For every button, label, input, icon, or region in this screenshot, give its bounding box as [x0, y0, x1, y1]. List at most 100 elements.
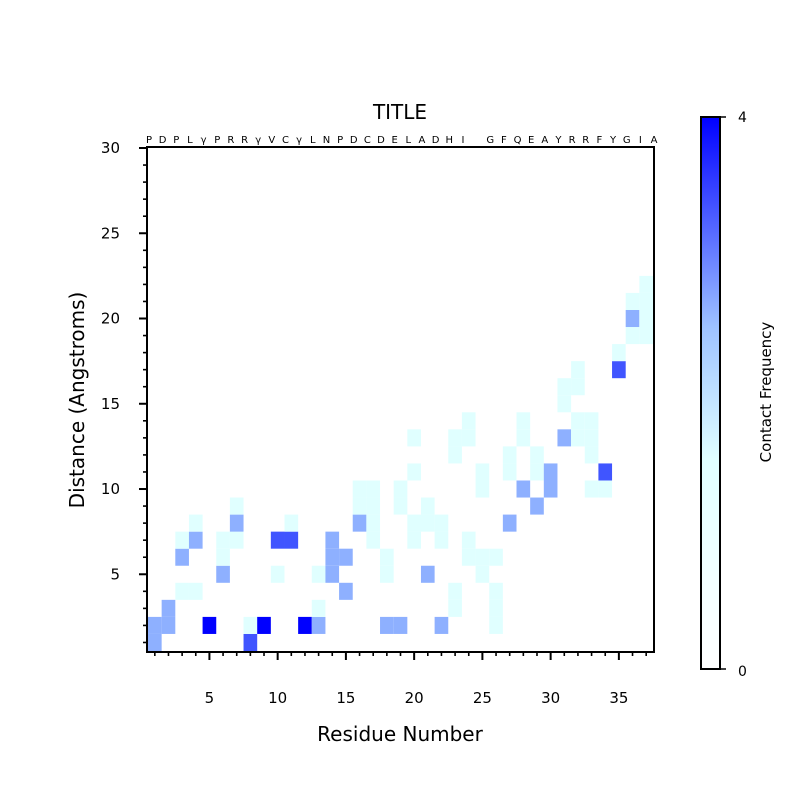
heatmap-cell — [584, 446, 599, 464]
heatmap-cell — [502, 514, 517, 532]
plot-frame — [146, 146, 655, 653]
x-tick-label: 15 — [336, 689, 355, 707]
colorbar-label: Contact Frequency — [757, 322, 775, 463]
heatmap-cell — [339, 582, 353, 600]
y-axis-label: Distance (Angstroms) — [65, 292, 89, 509]
sequence-letter: P — [214, 135, 220, 146]
heatmap-cell — [448, 446, 462, 464]
heatmap-cell — [461, 531, 476, 549]
heatmap-cell — [461, 429, 476, 447]
heatmap-cell — [216, 548, 230, 566]
sequence-letter: γ — [201, 135, 207, 146]
heatmap-cell — [475, 565, 490, 583]
heatmap-cell — [475, 480, 490, 498]
heatmap-cell — [407, 514, 421, 532]
x-tick-label: 5 — [205, 689, 215, 707]
sequence-letter: E — [528, 135, 534, 146]
x-tick-label: 25 — [473, 689, 492, 707]
sequence-letter: D — [377, 135, 385, 146]
y-tick-label: 15 — [101, 395, 120, 413]
heatmap-cell — [366, 531, 381, 549]
heatmap-cell — [516, 412, 531, 430]
sequence-letter: P — [146, 135, 152, 146]
heatmap-cell — [612, 361, 626, 379]
sequence-letter: A — [651, 135, 658, 146]
heatmap-cell — [148, 616, 162, 634]
heatmap-cell — [148, 633, 162, 651]
heatmap-cell — [284, 531, 299, 549]
sequence-letter: D — [159, 135, 167, 146]
colorbar — [700, 116, 721, 670]
heatmap-cell — [243, 633, 258, 651]
sequence-letter: I — [461, 135, 464, 146]
heatmap-cell — [557, 395, 572, 413]
heatmap-cell — [434, 616, 449, 634]
heatmap-cell — [448, 599, 462, 617]
heatmap-cell — [612, 344, 626, 362]
heatmap-cell — [571, 361, 585, 379]
heatmap-cell — [380, 565, 394, 583]
heatmap-cell — [434, 514, 449, 532]
heatmap-cell — [366, 514, 381, 532]
x-tick-label: 30 — [541, 689, 560, 707]
sequence-letter: G — [486, 135, 494, 146]
heatmap-cell — [188, 582, 203, 600]
axis-ticks: 5 10 15 20 25 30 35 5 10 15 20 25 30 — [101, 139, 647, 707]
sequence-letter: A — [419, 135, 426, 146]
heatmap-cell — [393, 480, 408, 498]
heatmap-cell — [407, 463, 421, 481]
heatmap-cell — [325, 548, 340, 566]
heatmap-cell — [407, 429, 421, 447]
heatmap-cell — [448, 429, 462, 447]
sequence-letter: F — [597, 135, 603, 146]
heatmap-cell — [543, 463, 558, 481]
heatmap-cell — [639, 309, 653, 328]
y-tick-label: 30 — [101, 139, 120, 157]
sequence-letter: Y — [609, 135, 617, 146]
heatmap-cell — [516, 480, 531, 498]
sequence-letter: D — [350, 135, 358, 146]
sequence-letter: C — [282, 135, 289, 146]
heatmap-cell — [229, 531, 244, 549]
heatmap-cell — [311, 565, 326, 583]
heatmap-cell — [229, 514, 244, 532]
heatmap-cell — [161, 616, 176, 634]
heatmap-cell — [420, 497, 435, 515]
sequence-letter: R — [569, 135, 576, 146]
sequence-letter: G — [623, 135, 631, 146]
sequence-letter: A — [541, 135, 548, 146]
sequence-letter: R — [241, 135, 248, 146]
heatmap-cell — [584, 412, 599, 430]
heatmap-cell — [502, 463, 517, 481]
sequence-letter: R — [227, 135, 234, 146]
x-tick-label: 35 — [609, 689, 628, 707]
heatmap-cell — [175, 582, 189, 600]
heatmap-cell — [543, 480, 558, 498]
heatmap-cell — [352, 480, 367, 498]
heatmap-cell — [298, 616, 312, 634]
heatmap-cell — [530, 463, 544, 481]
sequence-letter: γ — [255, 135, 261, 146]
heatmap-cell — [188, 514, 203, 532]
heatmap-cell — [339, 548, 353, 566]
heatmap-cell — [448, 582, 462, 600]
heatmap-cell — [584, 480, 599, 498]
heatmap-cell — [257, 616, 271, 634]
heatmap-cell — [270, 531, 285, 549]
heatmap-cell — [625, 292, 640, 310]
sequence-letter: N — [323, 135, 330, 146]
heatmap-cell — [502, 446, 517, 464]
heatmap-cell — [530, 446, 544, 464]
heatmap-cell — [461, 412, 476, 430]
heatmap-cell — [380, 616, 394, 634]
heatmap-cell — [557, 378, 572, 396]
heatmap-cell — [393, 497, 408, 515]
heatmap-cell — [639, 292, 653, 310]
heatmap-cell — [352, 514, 367, 532]
y-tick-label: 10 — [101, 480, 120, 498]
heatmap-cell — [571, 429, 585, 447]
chart-title: TITLE — [372, 100, 427, 124]
heatmap-cell — [352, 497, 367, 515]
heatmap-cell — [366, 497, 381, 515]
